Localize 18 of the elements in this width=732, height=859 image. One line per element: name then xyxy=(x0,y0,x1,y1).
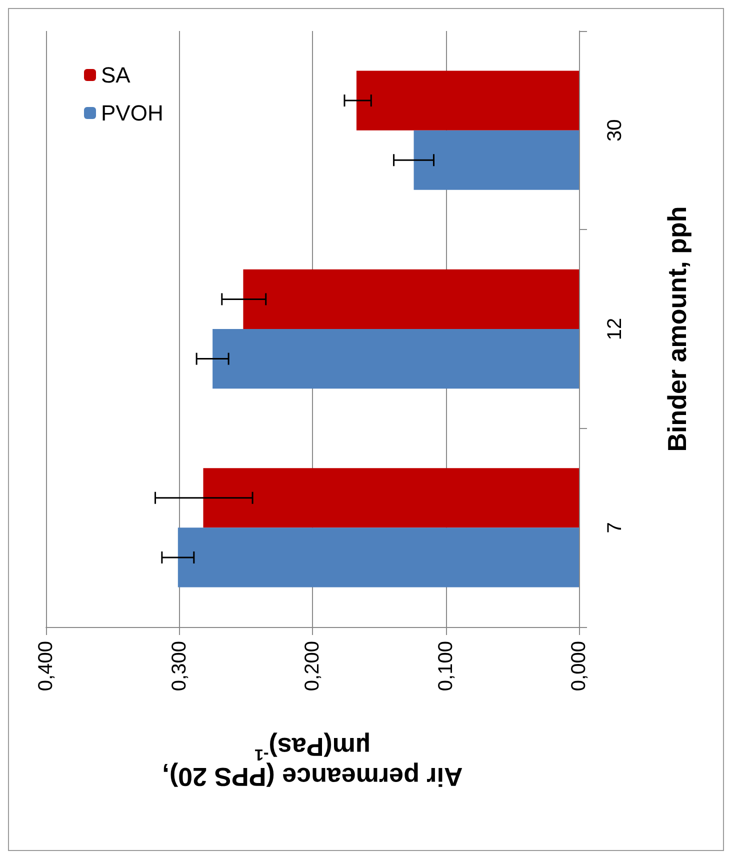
x-axis-title: Air permeance (PPS 20), µm(Pas)-1 xyxy=(162,732,463,792)
y-tick-label: 30 xyxy=(604,119,626,142)
legend-label: SA xyxy=(101,62,131,88)
y-tick-label: 7 xyxy=(604,522,626,534)
y-axis-title: Binder amount, pph xyxy=(662,206,692,452)
bar xyxy=(356,70,579,130)
x-tick-label: 0,300 xyxy=(168,641,190,692)
x-tick-label: 0,000 xyxy=(568,641,590,692)
bar xyxy=(414,130,579,190)
legend-label: PVOH xyxy=(101,100,164,126)
y-tick-label: 12 xyxy=(604,318,626,340)
x-tick-label: 0,100 xyxy=(434,641,457,692)
bar xyxy=(203,468,579,528)
bar xyxy=(178,528,579,588)
bar xyxy=(243,269,579,329)
x-tick-label: 0,400 xyxy=(35,641,57,692)
bar xyxy=(212,329,579,389)
x-tick-label: 0,200 xyxy=(302,641,324,692)
